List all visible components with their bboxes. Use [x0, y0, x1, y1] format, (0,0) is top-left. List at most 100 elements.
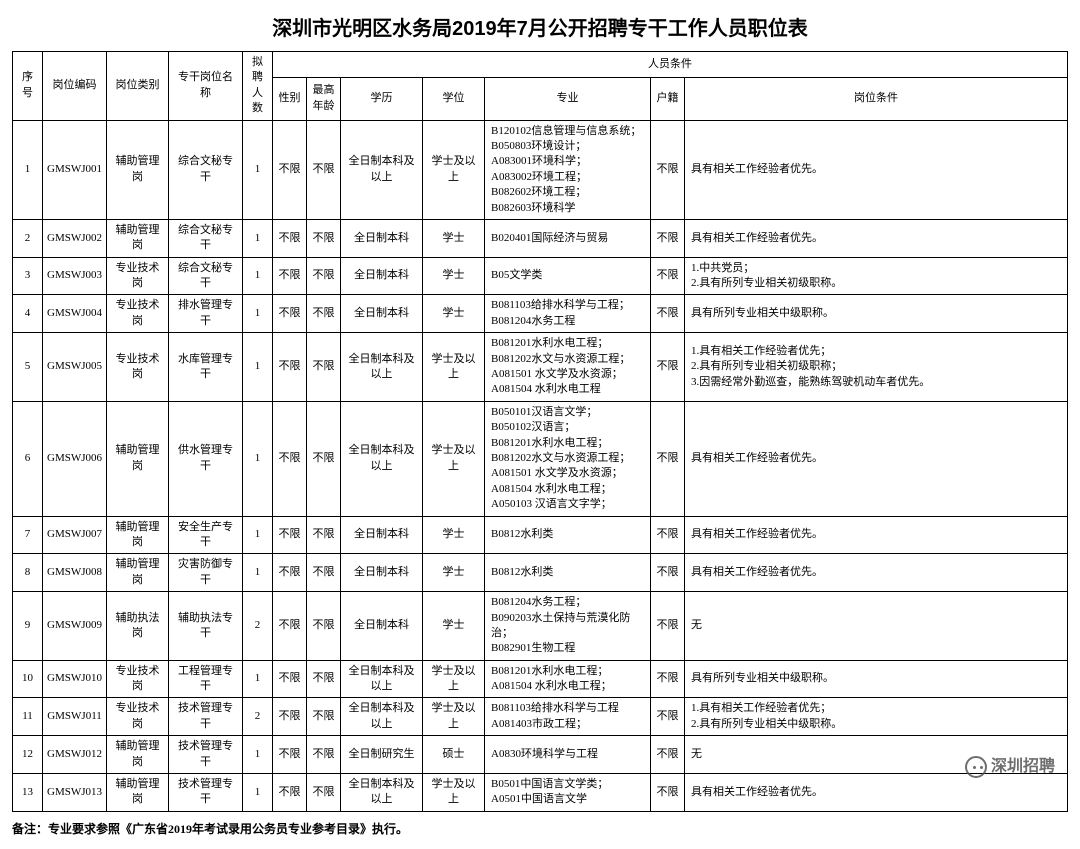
cell-category: 辅助管理岗 — [107, 401, 169, 516]
cell-education: 全日制本科及以上 — [341, 660, 423, 698]
cell-gender: 不限 — [273, 736, 307, 774]
cell-postReq: 具有相关工作经验者优先。 — [685, 219, 1068, 257]
page-title: 深圳市光明区水务局2019年7月公开招聘专干工作人员职位表 — [12, 12, 1068, 41]
table-row: 3GMSWJ003专业技术岗综合文秘专干1不限不限全日制本科学士B05文学类不限… — [13, 257, 1068, 295]
cell-gender: 不限 — [273, 592, 307, 661]
table-row: 9GMSWJ009辅助执法岗辅助执法专干2不限不限全日制本科学士B081204水… — [13, 592, 1068, 661]
cell-hukou: 不限 — [651, 736, 685, 774]
cell-major: B081201水利水电工程；B081202水文与水资源工程；A081501 水文… — [485, 333, 651, 402]
cell-postName: 辅助执法专干 — [169, 592, 243, 661]
cell-major: B0501中国语言文学类；A0501中国语言文学 — [485, 774, 651, 812]
cell-major: A0830环境科学与工程 — [485, 736, 651, 774]
cell-education: 全日制本科及以上 — [341, 120, 423, 219]
th-seq: 序号 — [13, 52, 43, 121]
cell-education: 全日制本科 — [341, 592, 423, 661]
th-maxage: 最高年龄 — [307, 77, 341, 120]
cell-education: 全日制本科 — [341, 257, 423, 295]
cell-code: GMSWJ005 — [43, 333, 107, 402]
cell-postName: 排水管理专干 — [169, 295, 243, 333]
cell-postName: 供水管理专干 — [169, 401, 243, 516]
cell-hukou: 不限 — [651, 774, 685, 812]
cell-postReq: 具有相关工作经验者优先。 — [685, 554, 1068, 592]
cell-education: 全日制本科 — [341, 295, 423, 333]
cell-education: 全日制本科及以上 — [341, 774, 423, 812]
cell-gender: 不限 — [273, 774, 307, 812]
wechat-icon — [965, 756, 987, 778]
cell-degree: 学士及以上 — [423, 660, 485, 698]
cell-count: 2 — [243, 698, 273, 736]
cell-education: 全日制本科及以上 — [341, 333, 423, 402]
th-count: 拟聘人数 — [243, 52, 273, 121]
cell-category: 辅助管理岗 — [107, 219, 169, 257]
cell-maxAge: 不限 — [307, 774, 341, 812]
th-education: 学历 — [341, 77, 423, 120]
cell-count: 1 — [243, 554, 273, 592]
cell-code: GMSWJ001 — [43, 120, 107, 219]
cell-count: 1 — [243, 219, 273, 257]
cell-seq: 3 — [13, 257, 43, 295]
cell-hukou: 不限 — [651, 333, 685, 402]
cell-maxAge: 不限 — [307, 257, 341, 295]
cell-postReq: 1.具有相关工作经验者优先；2.具有所列专业相关初级职称；3.因需经常外勤巡查，… — [685, 333, 1068, 402]
cell-category: 专业技术岗 — [107, 698, 169, 736]
cell-seq: 12 — [13, 736, 43, 774]
table-row: 10GMSWJ010专业技术岗工程管理专干1不限不限全日制本科及以上学士及以上B… — [13, 660, 1068, 698]
cell-gender: 不限 — [273, 120, 307, 219]
cell-code: GMSWJ006 — [43, 401, 107, 516]
cell-category: 辅助管理岗 — [107, 774, 169, 812]
cell-postReq: 具有相关工作经验者优先。 — [685, 120, 1068, 219]
cell-postName: 安全生产专干 — [169, 516, 243, 554]
th-postname: 专干岗位名称 — [169, 52, 243, 121]
cell-postName: 技术管理专干 — [169, 736, 243, 774]
th-gender: 性别 — [273, 77, 307, 120]
cell-count: 1 — [243, 257, 273, 295]
cell-gender: 不限 — [273, 516, 307, 554]
cell-degree: 硕士 — [423, 736, 485, 774]
cell-degree: 学士 — [423, 219, 485, 257]
cell-major: B0812水利类 — [485, 554, 651, 592]
cell-postName: 工程管理专干 — [169, 660, 243, 698]
cell-maxAge: 不限 — [307, 295, 341, 333]
cell-count: 1 — [243, 295, 273, 333]
cell-seq: 4 — [13, 295, 43, 333]
cell-education: 全日制本科 — [341, 516, 423, 554]
cell-postReq: 具有相关工作经验者优先。 — [685, 774, 1068, 812]
cell-seq: 5 — [13, 333, 43, 402]
watermark: 深圳招聘 — [965, 752, 1055, 778]
cell-gender: 不限 — [273, 698, 307, 736]
cell-maxAge: 不限 — [307, 736, 341, 774]
cell-code: GMSWJ013 — [43, 774, 107, 812]
cell-maxAge: 不限 — [307, 120, 341, 219]
cell-major: B081103给排水科学与工程；B081204水务工程 — [485, 295, 651, 333]
cell-degree: 学士及以上 — [423, 774, 485, 812]
cell-degree: 学士 — [423, 516, 485, 554]
table-row: 6GMSWJ006辅助管理岗供水管理专干1不限不限全日制本科及以上学士及以上B0… — [13, 401, 1068, 516]
th-postreq: 岗位条件 — [685, 77, 1068, 120]
cell-maxAge: 不限 — [307, 333, 341, 402]
cell-code: GMSWJ007 — [43, 516, 107, 554]
cell-category: 专业技术岗 — [107, 660, 169, 698]
table-row: 1GMSWJ001辅助管理岗综合文秘专干1不限不限全日制本科及以上学士及以上B1… — [13, 120, 1068, 219]
cell-seq: 6 — [13, 401, 43, 516]
cell-count: 1 — [243, 774, 273, 812]
table-row: 5GMSWJ005专业技术岗水库管理专干1不限不限全日制本科及以上学士及以上B0… — [13, 333, 1068, 402]
cell-seq: 1 — [13, 120, 43, 219]
cell-hukou: 不限 — [651, 660, 685, 698]
table-row: 7GMSWJ007辅助管理岗安全生产专干1不限不限全日制本科学士B0812水利类… — [13, 516, 1068, 554]
cell-hukou: 不限 — [651, 698, 685, 736]
cell-postName: 技术管理专干 — [169, 698, 243, 736]
cell-code: GMSWJ012 — [43, 736, 107, 774]
cell-education: 全日制本科及以上 — [341, 401, 423, 516]
cell-postReq: 具有所列专业相关中级职称。 — [685, 295, 1068, 333]
cell-degree: 学士 — [423, 295, 485, 333]
cell-gender: 不限 — [273, 257, 307, 295]
job-table: 序号 岗位编码 岗位类别 专干岗位名称 拟聘人数 人员条件 性别 最高年龄 学历… — [12, 51, 1068, 812]
table-row: 12GMSWJ012辅助管理岗技术管理专干1不限不限全日制研究生硕士A0830环… — [13, 736, 1068, 774]
cell-code: GMSWJ004 — [43, 295, 107, 333]
cell-category: 辅助管理岗 — [107, 736, 169, 774]
cell-postReq: 具有相关工作经验者优先。 — [685, 516, 1068, 554]
cell-hukou: 不限 — [651, 554, 685, 592]
cell-count: 2 — [243, 592, 273, 661]
cell-degree: 学士及以上 — [423, 698, 485, 736]
cell-maxAge: 不限 — [307, 592, 341, 661]
